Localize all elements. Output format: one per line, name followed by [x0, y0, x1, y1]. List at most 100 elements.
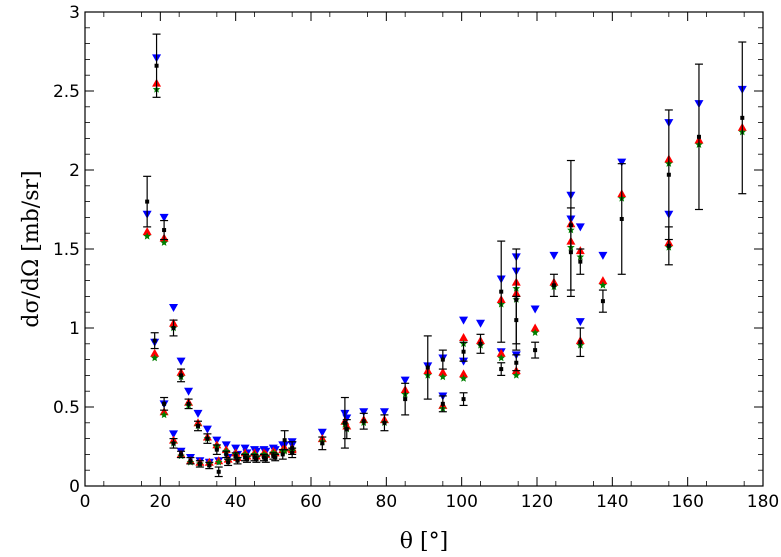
- data-point: [205, 436, 210, 441]
- data-point: [531, 328, 539, 336]
- x-tick-label: 120: [521, 492, 553, 512]
- x-axis-label: θ [°]: [400, 529, 448, 554]
- data-point: [344, 427, 349, 432]
- data-point: [320, 441, 325, 446]
- data-point: [244, 457, 249, 462]
- y-axis-label: dσ/dΩ [mb/sr]: [19, 170, 44, 327]
- data-point: [497, 354, 506, 362]
- data-point: [254, 457, 259, 462]
- data-point: [512, 371, 521, 379]
- data-point: [400, 376, 410, 385]
- data-point: [740, 115, 745, 120]
- plot-area: [84, 11, 764, 487]
- data-point: [438, 367, 448, 376]
- data-point: [600, 299, 605, 304]
- data-point: [142, 227, 152, 236]
- data-point: [273, 455, 278, 460]
- data-point: [235, 458, 240, 463]
- data-point: [143, 232, 151, 240]
- data-point: [459, 332, 469, 341]
- data-point: [568, 223, 573, 228]
- data-point: [159, 213, 169, 222]
- data-point: [575, 223, 585, 232]
- data-point: [216, 469, 221, 474]
- data-point: [459, 374, 468, 382]
- data-point: [162, 228, 167, 233]
- data-point: [154, 63, 159, 68]
- data-point: [186, 401, 191, 406]
- data-point: [171, 326, 176, 330]
- data-point: [478, 341, 483, 346]
- data-point: [342, 420, 347, 425]
- data-point: [459, 369, 469, 378]
- y-tick-label: 0: [69, 477, 80, 497]
- data-point: [617, 158, 627, 167]
- series-star: [143, 85, 747, 468]
- data-point: [150, 348, 160, 357]
- x-tick-labels: 0 20 40 60 80 100 120 140 160 180: [80, 492, 780, 512]
- data-point: [549, 251, 559, 260]
- y-tick-label: 0.5: [53, 398, 80, 418]
- y-tick-label: 1.5: [53, 240, 80, 260]
- series-square-errorbar: [143, 33, 747, 478]
- data-point: [196, 423, 200, 428]
- y-tick-label: 2: [69, 161, 80, 181]
- data-point: [263, 457, 268, 462]
- data-point: [514, 318, 519, 323]
- data-point: [176, 357, 186, 366]
- data-point: [226, 460, 231, 465]
- data-point: [379, 408, 389, 417]
- data-point: [160, 410, 168, 419]
- data-point: [499, 367, 504, 372]
- y-tick-label: 3: [69, 3, 80, 23]
- data-point: [575, 318, 585, 327]
- data-point: [150, 354, 159, 362]
- data-point: [578, 340, 583, 345]
- data-point: [162, 401, 167, 406]
- data-point: [619, 216, 624, 221]
- x-tick-label: 40: [225, 492, 247, 512]
- data-point: [169, 430, 179, 439]
- data-point: [169, 303, 179, 312]
- x-tick-label: 0: [80, 492, 91, 512]
- data-point: [403, 397, 408, 402]
- data-point: [202, 425, 212, 434]
- y-tick-label: 1: [69, 319, 80, 339]
- data-point: [551, 283, 556, 288]
- data-point: [171, 441, 176, 446]
- data-point: [152, 338, 157, 343]
- axis-ticks: [84, 11, 764, 487]
- x-tick-label: 140: [596, 492, 628, 512]
- data-point: [179, 452, 184, 457]
- data-point: [224, 452, 229, 457]
- x-tick-label: 180: [747, 492, 779, 512]
- data-point: [666, 172, 671, 177]
- data-point: [514, 360, 519, 365]
- data-point: [496, 348, 506, 357]
- data-point: [361, 419, 366, 424]
- data-point: [214, 447, 219, 452]
- data-point: [530, 323, 540, 332]
- x-tick-label: 60: [300, 492, 322, 512]
- data-point: [440, 357, 445, 362]
- data-point: [214, 458, 223, 466]
- data-point: [530, 305, 540, 314]
- data-point: [598, 251, 608, 260]
- data-point: [382, 420, 387, 425]
- data-point: [145, 199, 150, 204]
- y-tick-labels: 0 0.5 1 1.5 2 2.5 3: [53, 3, 80, 497]
- data-point: [207, 463, 212, 468]
- data-point: [188, 458, 193, 463]
- y-tick-label: 2.5: [53, 82, 80, 102]
- data-point: [179, 373, 184, 378]
- data-point: [439, 372, 447, 381]
- x-tick-label: 80: [376, 492, 398, 512]
- data-point: [280, 452, 285, 457]
- x-tick-label: 160: [671, 492, 703, 512]
- data-point: [461, 349, 466, 354]
- data-point: [599, 281, 607, 289]
- data-point: [459, 316, 469, 325]
- data-point: [233, 453, 238, 458]
- data-point: [666, 243, 671, 248]
- x-tick-label: 20: [150, 492, 172, 512]
